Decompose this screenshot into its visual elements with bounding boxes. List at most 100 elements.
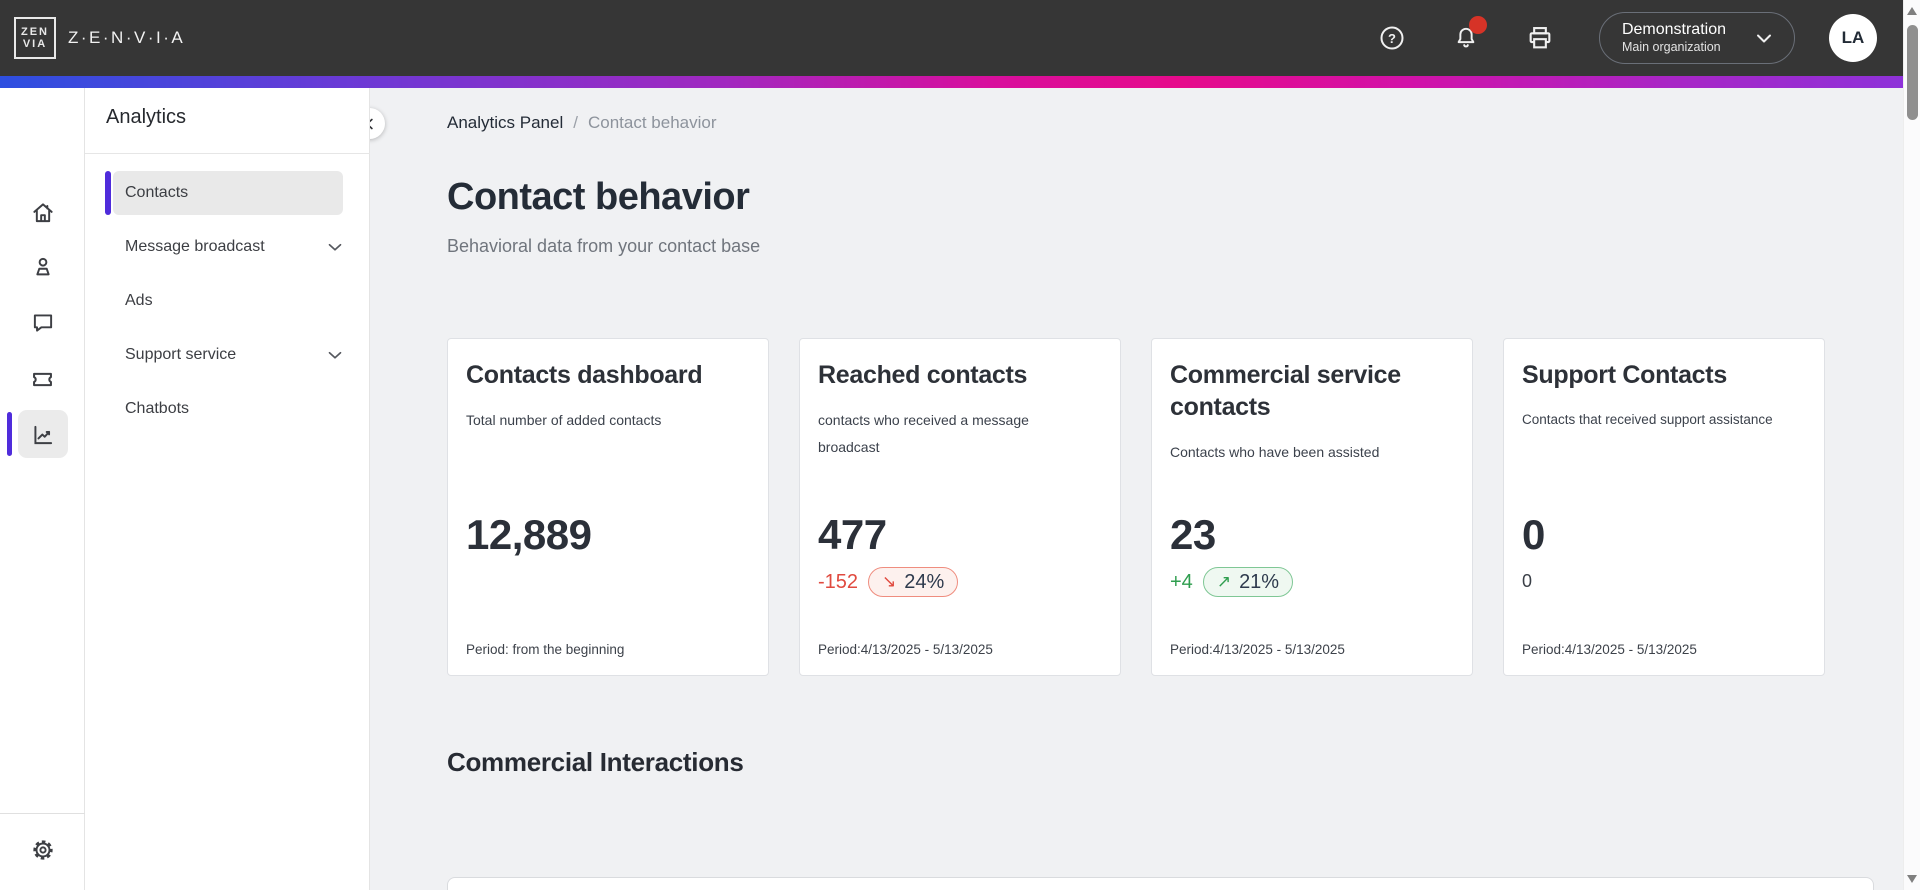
organization-labels: Demonstration Main organization (1622, 20, 1726, 56)
trend-badge: ↘ 24% (868, 567, 959, 597)
sidebar-item-ads[interactable]: Ads (85, 274, 370, 328)
sidebar-item-label: Message broadcast (125, 238, 265, 255)
card-period: Period:4/13/2025 - 5/13/2025 (818, 642, 993, 657)
page-title: Contact behavior (447, 176, 750, 218)
kpi-cards-row: Contacts dashboard Total number of added… (447, 338, 1825, 676)
sidebar-item-label: Ads (125, 292, 153, 309)
panel-divider (85, 153, 370, 154)
printer-icon[interactable] (1525, 23, 1555, 53)
sidebar-item-label: Support service (125, 346, 237, 363)
breadcrumb: Analytics Panel / Contact behavior (447, 113, 717, 133)
rail-tickets-button[interactable] (0, 355, 85, 403)
chevron-left-icon (370, 118, 373, 129)
section-title-commercial-interactions: Commercial Interactions (447, 747, 744, 777)
topbar: ZEN VIA Z·E·N·V·I·A ? (0, 0, 1903, 76)
chevron-down-icon (328, 243, 342, 251)
sidebar-item-contacts[interactable]: Contacts (85, 166, 370, 220)
rail-active-background (18, 410, 68, 458)
chevron-down-icon (1757, 34, 1771, 43)
card-period: Period:4/13/2025 - 5/13/2025 (1522, 642, 1697, 657)
card-delta-row: -152 ↘ 24% (818, 567, 959, 597)
zenvia-logo-icon: ZEN VIA (14, 17, 56, 59)
delta-value: +4 (1170, 570, 1193, 593)
scrollbar-thumb[interactable] (1907, 25, 1918, 120)
card-contacts-dashboard: Contacts dashboard Total number of added… (447, 338, 769, 676)
active-item-background (113, 171, 343, 215)
brand-wordmark: Z·E·N·V·I·A (68, 28, 186, 47)
scrollbar-down-arrow[interactable] (1907, 875, 1917, 883)
line-chart-icon (33, 425, 52, 445)
main-content: Analytics Panel / Contact behavior Conta… (370, 88, 1903, 890)
page-scrollbar[interactable] (1903, 0, 1920, 890)
zenvia-brand-link[interactable]: ZEN VIA Z·E·N·V·I·A (14, 17, 185, 59)
card-secondary-value: 0 (1522, 571, 1533, 591)
breadcrumb-current: Contact behavior (587, 113, 717, 132)
card-title: Contacts dashboard (466, 361, 703, 389)
organization-subtitle: Main organization (1621, 40, 1721, 55)
help-icon[interactable]: ? (1377, 23, 1407, 53)
card-commercial-service-contacts: Commercial service contacts Contacts who… (1151, 338, 1473, 676)
trend-up-arrow-icon: ↗ (1216, 572, 1232, 592)
rail-contacts-button[interactable] (0, 243, 85, 291)
card-title: Reached contacts (818, 361, 1028, 389)
sidebar-item-label: Chatbots (125, 400, 190, 417)
sidebar-item-support-service[interactable]: Support service (85, 328, 370, 382)
breadcrumb-separator: / (573, 113, 578, 132)
sidebar-item-message-broadcast[interactable]: Message broadcast (85, 220, 370, 274)
printer-glyph-icon (1529, 27, 1551, 49)
card-reached-contacts: Reached contacts contacts who received a… (799, 338, 1121, 676)
person-icon (35, 257, 50, 276)
chevron-down-icon (328, 351, 342, 359)
card-description: Contacts that received support assistanc… (1522, 412, 1773, 427)
ticket-icon (33, 372, 52, 386)
notification-badge-dot (1468, 16, 1487, 34)
card-value: 12,889 (466, 511, 592, 558)
svg-text:?: ? (1388, 31, 1396, 46)
card-value: 477 (818, 511, 887, 558)
trend-percentage: 24% (904, 570, 945, 593)
organization-switcher[interactable]: Demonstration Main organization (1598, 12, 1795, 64)
card-description: contacts who received a message broadcas… (818, 412, 1029, 456)
sidebar-item-chatbots[interactable]: Chatbots (85, 382, 370, 436)
card-period: Period:4/13/2025 - 5/13/2025 (1170, 642, 1345, 657)
trend-down-arrow-icon: ↘ (882, 572, 897, 592)
active-item-indicator (105, 171, 111, 215)
circle-question-icon: ? (1380, 26, 1404, 50)
page-subtitle: Behavioral data from your contact base (447, 236, 761, 256)
rail-active-indicator (7, 412, 12, 456)
rail-divider (0, 813, 85, 814)
rail-analytics-button[interactable] (0, 410, 85, 459)
analytics-menu: Contacts Message broadcast Ads Support s… (85, 166, 370, 436)
user-avatar[interactable]: LA (1829, 14, 1877, 62)
card-value: 0 (1522, 511, 1545, 558)
chat-bubble-icon (33, 314, 52, 332)
analytics-sidebar-panel: Analytics Contacts Message broadcast Ads… (85, 88, 370, 890)
rail-home-button[interactable] (0, 189, 85, 237)
bell-icon (1457, 27, 1475, 48)
sidebar-item-label: Contacts (125, 184, 189, 201)
card-title: Commercial service contacts (1170, 361, 1401, 421)
gear-icon (32, 840, 53, 860)
home-icon (32, 203, 53, 223)
rail-settings-button[interactable] (0, 826, 85, 874)
card-period: Period: from the beginning (466, 642, 625, 657)
notifications-bell-icon[interactable] (1451, 16, 1487, 53)
topbar-actions: ? Demonstration Mai (1377, 12, 1903, 64)
trend-badge: ↗ 21% (1202, 567, 1294, 597)
organization-name: Demonstration (1621, 21, 1726, 39)
icon-rail (0, 88, 85, 890)
breadcrumb-analytics-panel[interactable]: Analytics Panel (447, 113, 564, 132)
brand-gradient-bar (0, 76, 1903, 88)
scrollbar-up-arrow[interactable] (1907, 7, 1917, 15)
panel-title: Analytics (106, 106, 187, 128)
card-description: Contacts who have been assisted (1170, 444, 1380, 460)
card-title: Support Contacts (1522, 361, 1727, 389)
commercial-interactions-panel (447, 877, 1874, 890)
rail-conversations-button[interactable] (0, 299, 85, 347)
card-value: 23 (1170, 511, 1216, 558)
sidebar-collapse-button[interactable] (370, 108, 385, 139)
card-description: Total number of added contacts (466, 412, 662, 428)
card-support-contacts: Support Contacts Contacts that received … (1503, 338, 1825, 676)
trend-percentage: 21% (1239, 570, 1280, 593)
